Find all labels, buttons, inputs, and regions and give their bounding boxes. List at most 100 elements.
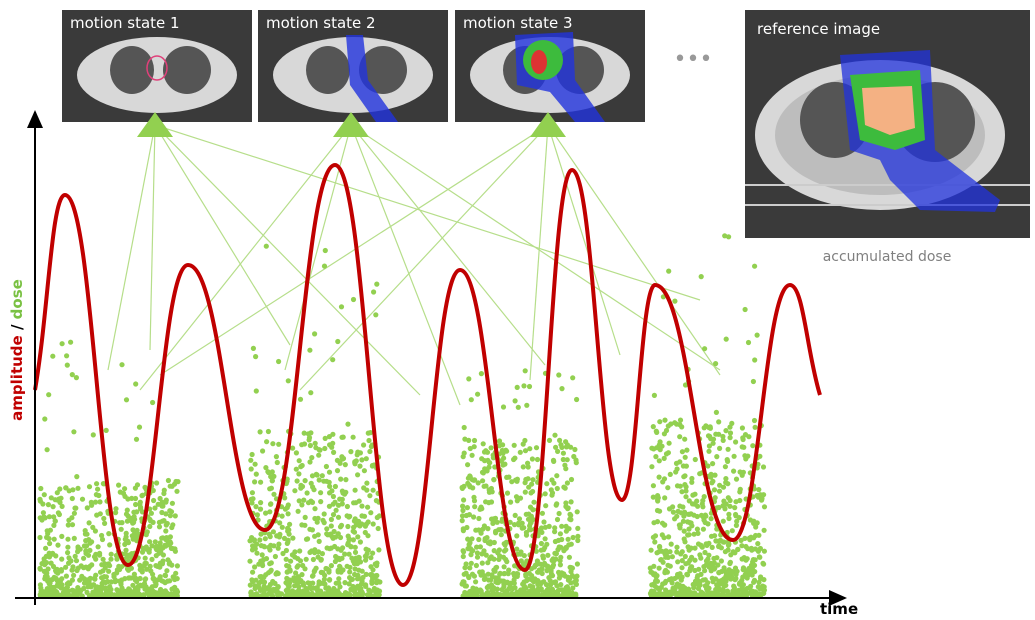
dose-dot: [526, 577, 531, 582]
dose-dot: [649, 548, 654, 553]
dose-dot: [722, 506, 727, 511]
dose-dot: [292, 488, 297, 493]
dose-dot: [485, 458, 490, 463]
dose-dot: [367, 493, 372, 498]
dose-dot: [168, 539, 173, 544]
dose-dot: [258, 532, 263, 537]
dose-dot: [553, 556, 558, 561]
dose-dot: [758, 546, 763, 551]
dose-dot: [316, 453, 321, 458]
dose-dot: [745, 556, 750, 561]
x-axis-label: time: [820, 600, 858, 618]
dose-dot: [290, 552, 295, 557]
dose-dot: [760, 561, 765, 566]
dose-dot: [133, 381, 138, 386]
dose-dot: [119, 586, 124, 591]
dose-dot: [755, 541, 760, 546]
dose-dot: [655, 586, 660, 591]
dose-dot: [370, 551, 375, 556]
dose-dot: [705, 592, 710, 597]
dose-dot: [725, 481, 730, 486]
dose-dot: [49, 495, 54, 500]
dose-dot: [524, 403, 529, 408]
dose-dot: [373, 561, 378, 566]
dose-dot: [508, 500, 513, 505]
dose-dot: [85, 505, 90, 510]
dose-dot: [741, 445, 746, 450]
dose-dot: [93, 557, 98, 562]
dose-dot: [113, 510, 118, 515]
dose-dot: [682, 529, 687, 534]
dose-dot: [676, 592, 681, 597]
dose-dot: [523, 368, 528, 373]
dose-dot: [154, 480, 159, 485]
dose-dot: [472, 438, 477, 443]
dose-dot: [253, 583, 258, 588]
dose-dot: [327, 490, 332, 495]
dose-dot: [248, 458, 253, 463]
dose-dot: [472, 444, 477, 449]
dose-dot: [678, 484, 683, 489]
panel-label: motion state 1: [70, 14, 180, 32]
dose-dot: [116, 483, 121, 488]
dose-dot: [572, 447, 577, 452]
dose-dot: [158, 540, 163, 545]
dose-dot: [253, 354, 258, 359]
dose-dot: [124, 531, 129, 536]
dose-dot: [713, 432, 718, 437]
dose-dot: [97, 499, 102, 504]
dose-dot: [574, 460, 579, 465]
dose-dot: [461, 497, 466, 502]
dose-dot: [470, 453, 475, 458]
dose-dot: [364, 481, 369, 486]
dose-dot: [709, 472, 714, 477]
dose-dot: [109, 552, 114, 557]
dose-dot: [574, 574, 579, 579]
dose-dot: [74, 375, 79, 380]
dose-dot: [746, 340, 751, 345]
dose-dot: [545, 553, 550, 558]
dose-dot: [44, 535, 49, 540]
dose-dot: [290, 536, 295, 541]
dose-dot: [575, 509, 580, 514]
link-line: [351, 125, 545, 365]
dose-dot: [363, 582, 368, 587]
dose-dot: [329, 563, 334, 568]
dose-dot: [95, 487, 100, 492]
dose-dot: [371, 488, 376, 493]
dose-dot: [57, 486, 62, 491]
dose-dot: [561, 451, 566, 456]
dose-dot: [648, 570, 653, 575]
dose-dot: [460, 504, 465, 509]
dose-dot: [555, 449, 560, 454]
dose-dot: [709, 534, 714, 539]
dose-dot: [336, 515, 341, 520]
dose-dot: [497, 547, 502, 552]
dose-dot: [554, 583, 559, 588]
dose-dot: [347, 575, 352, 580]
dose-dot: [664, 428, 669, 433]
dose-dot: [108, 587, 113, 592]
dose-dot: [304, 557, 309, 562]
dose-dot: [270, 441, 275, 446]
dose-dot: [70, 588, 75, 593]
dose-dot: [326, 568, 331, 573]
dose-dot: [700, 498, 705, 503]
dose-dot: [700, 504, 705, 509]
dose-dot: [502, 541, 507, 546]
link-line: [155, 125, 420, 395]
dose-dot: [732, 505, 737, 510]
dose-dot: [716, 544, 721, 549]
dose-dot: [530, 584, 535, 589]
dose-dot: [253, 504, 258, 509]
dose-dot: [679, 510, 684, 515]
dose-dot: [46, 392, 51, 397]
dose-dot: [125, 555, 130, 560]
dose-dot: [657, 458, 662, 463]
dose-dot: [558, 562, 563, 567]
dose-dot: [751, 379, 756, 384]
dose-dot: [544, 481, 549, 486]
dose-dot: [502, 564, 507, 569]
dose-dot: [302, 441, 307, 446]
link-line: [150, 125, 155, 350]
